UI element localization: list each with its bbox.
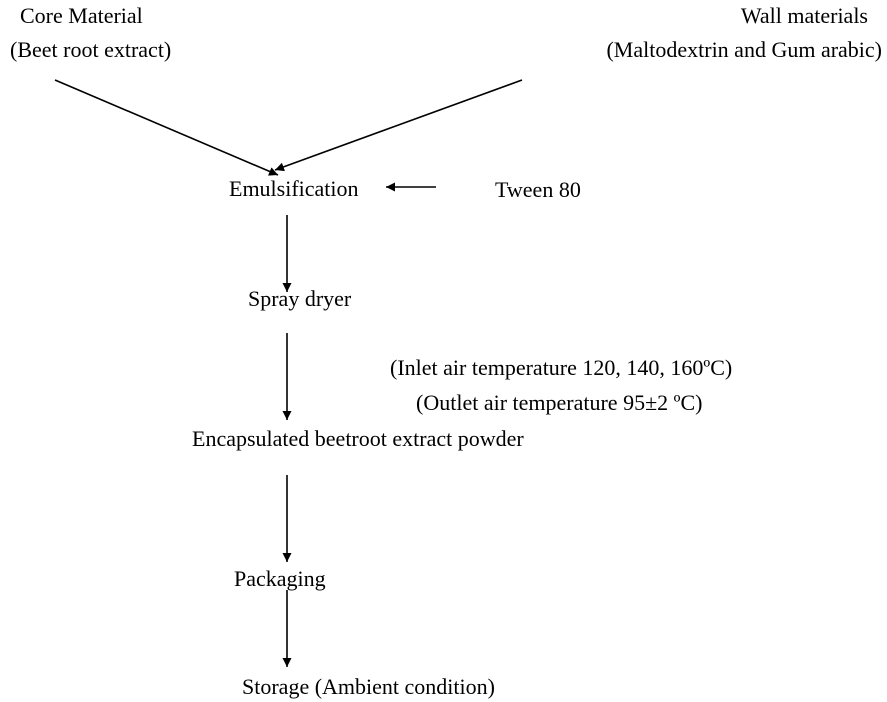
- arrow: [54, 79, 279, 176]
- note: (Outlet air temperature 95±2 ºC): [416, 390, 702, 415]
- node-label: Core Material: [20, 3, 143, 28]
- arrow: [274, 79, 523, 172]
- note: (Inlet air temperature 120, 140, 160ºC): [390, 355, 732, 380]
- node-label: Packaging: [234, 566, 326, 591]
- node-label: Storage (Ambient condition): [242, 674, 495, 699]
- node-label: Encapsulated beetroot extract powder: [192, 426, 524, 451]
- node-sublabel: (Beet root extract): [10, 37, 171, 62]
- node-label: Tween 80: [495, 177, 581, 202]
- node-sublabel: (Maltodextrin and Gum arabic): [606, 37, 882, 62]
- node-label: Emulsification: [229, 176, 359, 201]
- node-label: Wall materials: [741, 3, 868, 28]
- node-label: Spray dryer: [248, 286, 352, 311]
